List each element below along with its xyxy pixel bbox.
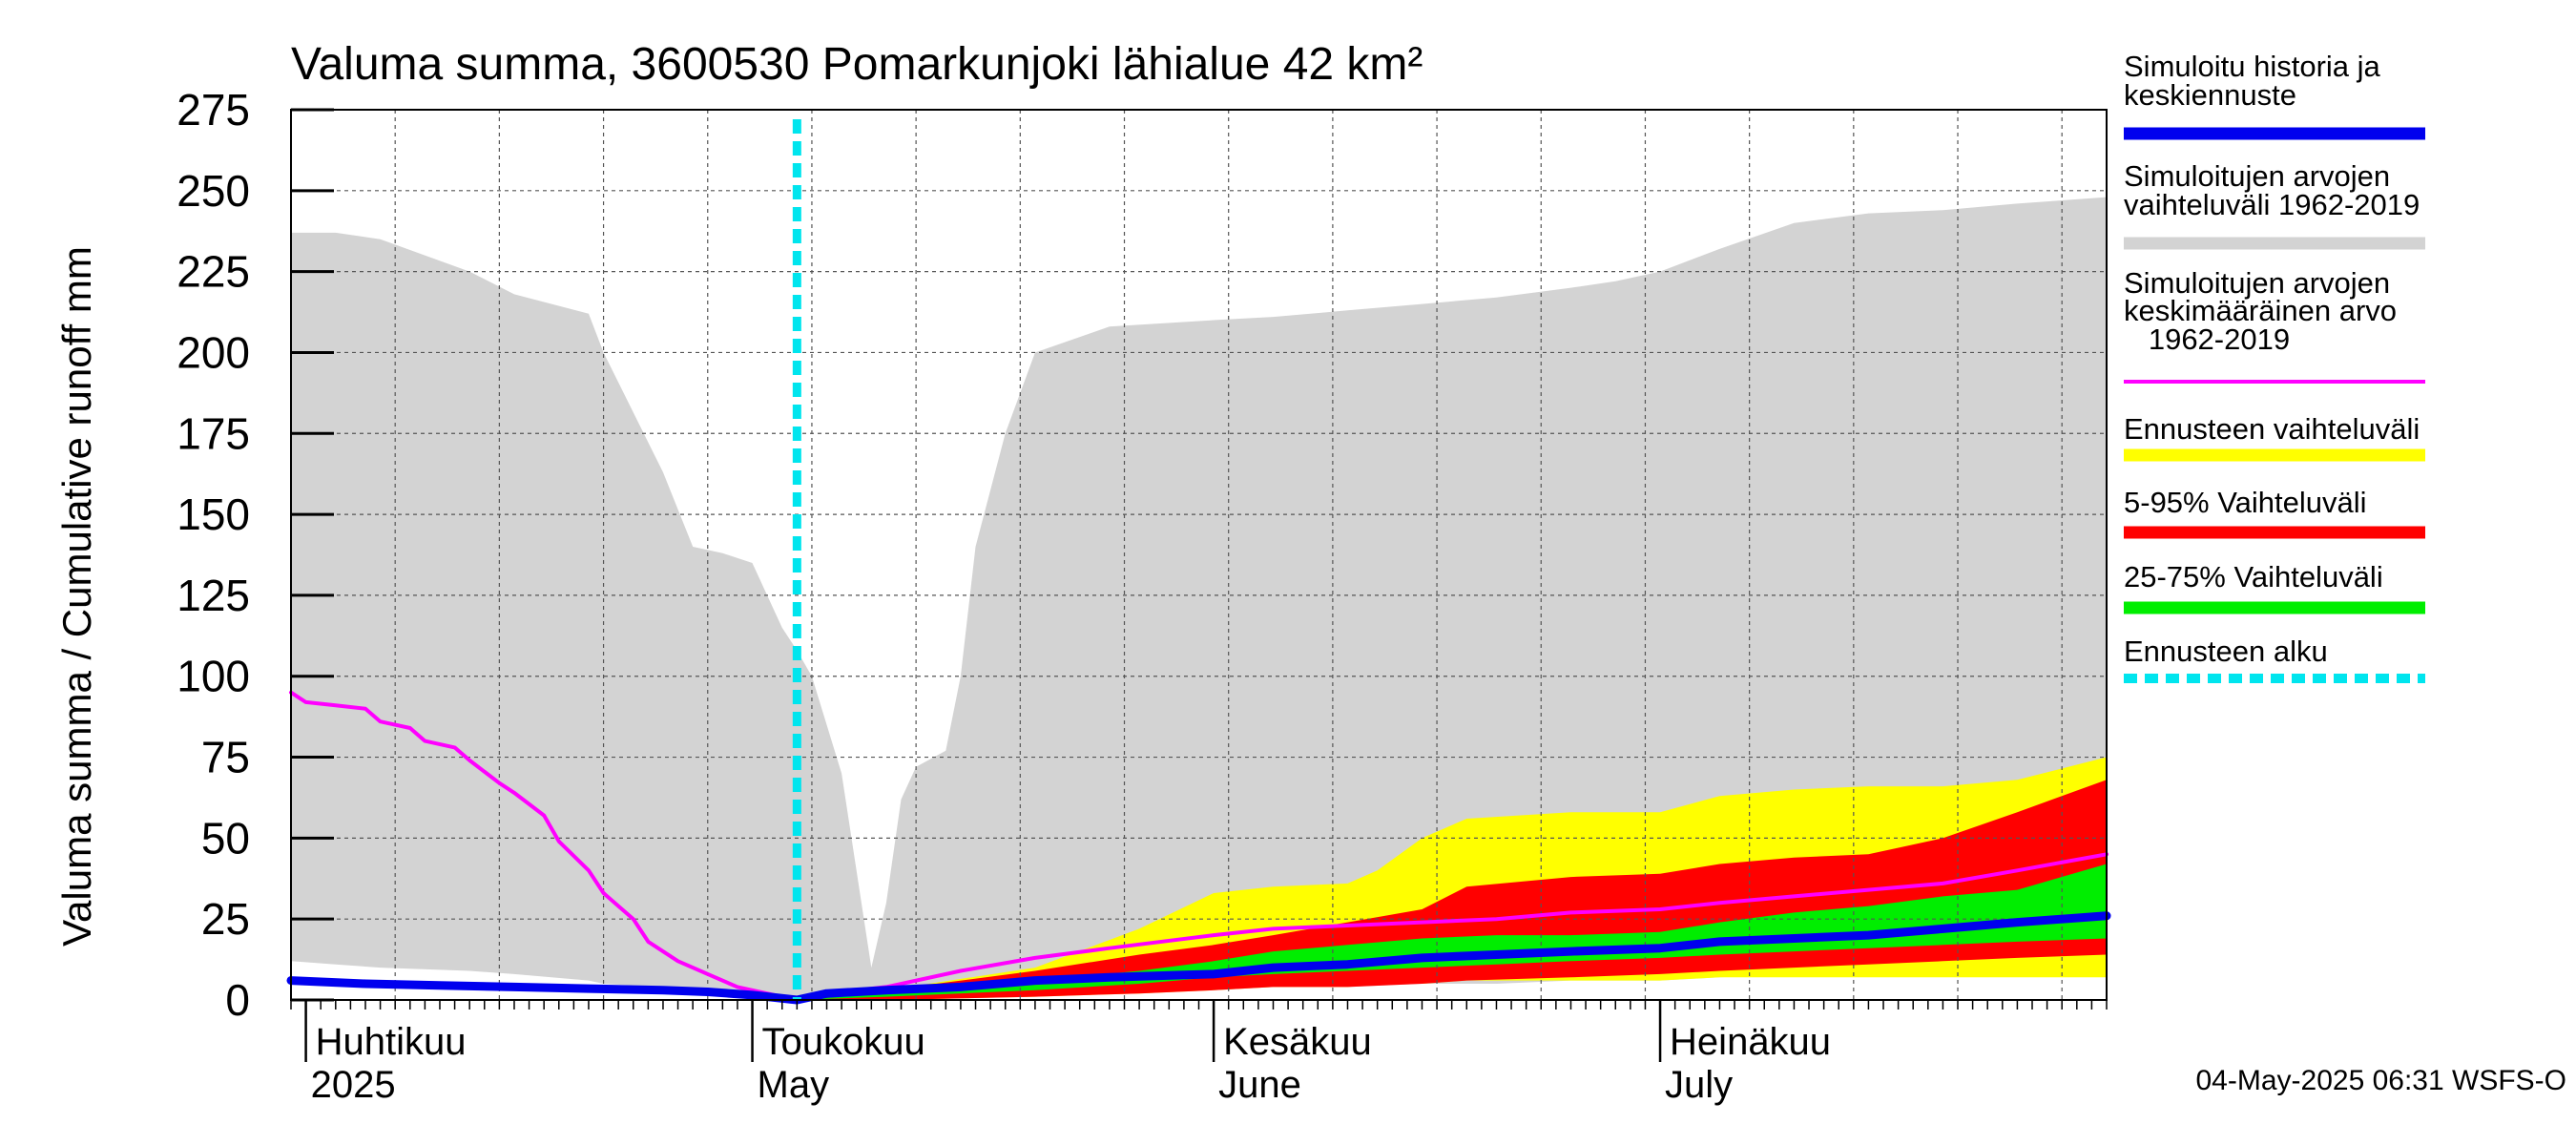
x-month-label-fi: Heinäkuu xyxy=(1670,1021,1831,1063)
band-simuloitujen-arvojen-vaihteluv-li-1962-2019 xyxy=(291,197,2107,1001)
legend-label: keskiennuste xyxy=(2124,78,2296,112)
legend-label: Simuloitujen arvojen xyxy=(2124,266,2390,300)
x-month-label-fi: Toukokuu xyxy=(762,1021,925,1063)
legend-label: Simuloitujen arvojen xyxy=(2124,159,2390,193)
y-tick-label-25: 25 xyxy=(201,894,250,944)
line-simuloitu-historia-ja-keskiennuste xyxy=(286,911,2111,1005)
chart-title: Valuma summa, 3600530 Pomarkunjoki lähia… xyxy=(291,39,1423,90)
y-tick-label-225: 225 xyxy=(177,247,250,297)
y-tick-label-75: 75 xyxy=(201,733,250,782)
legend-label: 5-95% Vaihteluväli xyxy=(2124,486,2366,519)
y-tick-label-50: 50 xyxy=(201,813,250,863)
grid-layer xyxy=(291,110,2107,1000)
y-axis-label: Valuma summa / Cumulative runoff mm xyxy=(54,246,99,947)
legend-label: Ennusteen vaihteluväli xyxy=(2124,412,2420,446)
line-simuloitujen-arvojen-keskim-r-inen-arvo-1962-2019 xyxy=(289,690,2109,1002)
y-tick-label-250: 250 xyxy=(177,166,250,216)
y-tick-label-0: 0 xyxy=(225,975,250,1025)
lines-layer xyxy=(286,119,2111,1005)
x-month-label-en: June xyxy=(1218,1064,1301,1106)
y-tick-label-175: 175 xyxy=(177,408,250,458)
footer-timestamp: 04-May-2025 06:31 WSFS-O xyxy=(2196,1065,2567,1096)
legend-label: keskimääräinen arvo xyxy=(2124,294,2397,327)
axes-layer: 0 25 50 75 100 125 150 175 200 225 250 275 Huhtikuu2… xyxy=(177,85,2108,1106)
y-tick-label-100: 100 xyxy=(177,652,250,701)
legend-label: Ennusteen alku xyxy=(2124,635,2328,668)
x-month-label-en: 2025 xyxy=(311,1064,396,1106)
x-month-label-en: July xyxy=(1665,1064,1733,1106)
legend-label: 25-75% Vaihteluväli xyxy=(2124,560,2383,593)
y-tick-label-200: 200 xyxy=(177,327,250,377)
legend-label: vaihteluväli 1962-2019 xyxy=(2124,188,2420,221)
y-tick-label-275: 275 xyxy=(177,85,250,135)
legend-label: 1962-2019 xyxy=(2124,323,2290,356)
y-tick-label-150: 150 xyxy=(177,489,250,539)
y-tick-label-125: 125 xyxy=(177,571,250,620)
x-month-label-fi: Kesäkuu xyxy=(1223,1021,1372,1063)
x-month-label-fi: Huhtikuu xyxy=(316,1021,467,1063)
x-month-label-en: May xyxy=(758,1064,830,1106)
legend-label: Simuloitu historia ja xyxy=(2124,50,2381,83)
